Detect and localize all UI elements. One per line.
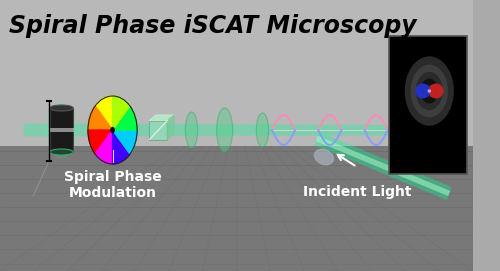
Polygon shape [168, 115, 174, 140]
Ellipse shape [256, 113, 268, 147]
Polygon shape [150, 115, 174, 121]
Text: Spiral Phase iSCAT Microscopy: Spiral Phase iSCAT Microscopy [8, 14, 416, 37]
Bar [0, 146, 473, 271]
Polygon shape [95, 130, 112, 164]
Ellipse shape [415, 83, 430, 98]
Polygon shape [88, 106, 112, 130]
Polygon shape [316, 136, 450, 196]
Ellipse shape [50, 149, 74, 155]
Polygon shape [112, 106, 137, 130]
Polygon shape [88, 130, 112, 154]
Ellipse shape [216, 108, 232, 152]
Ellipse shape [428, 89, 431, 93]
Polygon shape [112, 130, 137, 154]
Ellipse shape [44, 101, 78, 159]
Polygon shape [112, 130, 130, 164]
Bar [0, 0, 473, 156]
Ellipse shape [416, 72, 443, 110]
Ellipse shape [186, 112, 198, 148]
Ellipse shape [410, 64, 448, 117]
Text: Spiral Phase
Modulation: Spiral Phase Modulation [64, 170, 162, 200]
Ellipse shape [50, 105, 74, 111]
Text: Incident Light: Incident Light [303, 185, 412, 199]
Bar [150, 121, 168, 140]
Ellipse shape [404, 56, 454, 126]
Ellipse shape [420, 79, 438, 104]
Ellipse shape [110, 127, 115, 133]
Polygon shape [112, 96, 130, 130]
Polygon shape [314, 132, 452, 200]
Ellipse shape [424, 84, 434, 98]
Ellipse shape [428, 83, 444, 98]
Bar [48, 128, 74, 132]
Polygon shape [24, 124, 402, 137]
Bar [388, 36, 467, 173]
Ellipse shape [52, 114, 71, 146]
Polygon shape [95, 96, 112, 130]
Bar [50, 108, 74, 152]
Ellipse shape [314, 149, 334, 165]
Ellipse shape [48, 108, 74, 152]
